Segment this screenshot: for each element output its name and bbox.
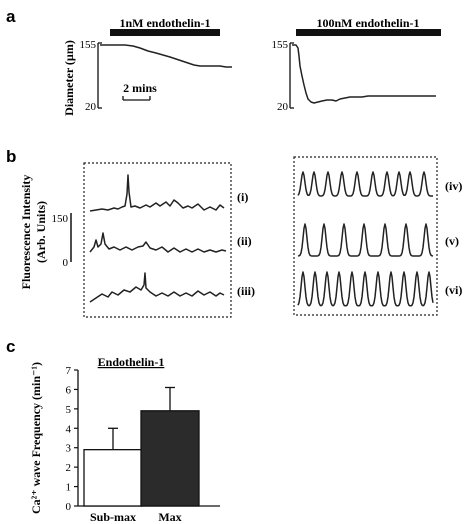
bar-sub-max [83, 449, 143, 507]
trace-label-iv: (iv) [445, 179, 462, 193]
y-tick-label: 6 [66, 384, 72, 396]
drug-bar-1nm [110, 29, 220, 36]
fluorescence-trace-ii [89, 232, 227, 253]
panel-c-label: c [6, 337, 15, 356]
y-tick-label: 7 [66, 365, 72, 377]
panel-b-ylabel-line2: (Arb. Units) [34, 201, 48, 263]
fluorescence-trace-v [297, 223, 434, 257]
x-tick-label: Max [158, 510, 181, 524]
panel-a-ylabel: Diameter (µm) [62, 40, 76, 116]
trace-label-iii: (iii) [237, 284, 255, 298]
trace-box-submax [83, 162, 232, 318]
trace-box-max [293, 156, 438, 316]
panel-b-ylabel-line1: Fluorescence Intensity [19, 175, 33, 290]
fluorescence-trace-i [89, 174, 225, 212]
diameter-tick-155-right: 155 [272, 39, 289, 51]
diameter-tick-20-left: 20 [85, 101, 97, 113]
y-tick-label: 1 [66, 482, 72, 494]
bar-max [140, 410, 200, 507]
fluorescence-scale-top: 150 [52, 213, 69, 225]
chart-ylabel: Ca²⁺ wave Frequency (min⁻¹) [29, 362, 43, 514]
trace-label-vi: (vi) [445, 283, 462, 297]
y-tick-label: 2 [66, 462, 72, 474]
fluorescence-trace-iv [297, 171, 433, 197]
fluorescence-scale-bottom: 0 [63, 257, 69, 269]
drug-bar-100nm-label: 100nM endothelin-1 [316, 16, 419, 30]
diameter-tick-20-right: 20 [277, 101, 289, 113]
diameter-tick-155-left: 155 [80, 39, 97, 51]
chart-title: Endothelin-1 [98, 355, 165, 369]
panel-b-label: b [6, 147, 16, 166]
trace-label-v: (v) [445, 234, 459, 248]
time-scale-label: 2 mins [123, 81, 157, 95]
trace-label-i: (i) [237, 190, 248, 204]
fluorescence-trace-iii [89, 272, 225, 303]
y-tick-label: 5 [66, 404, 72, 416]
drug-bar-100nm [296, 29, 441, 36]
x-tick-label: Sub-max [90, 510, 136, 524]
drug-bar-1nm-label: 1nM endothelin-1 [119, 16, 210, 30]
trace-label-ii: (ii) [237, 234, 252, 248]
diameter-trace-100nm [292, 44, 436, 104]
bar-chart: 0 1 2 3 4 5 6 7 Sub-max Max [66, 365, 220, 524]
y-tick-label: 0 [66, 501, 72, 513]
panel-a-label: a [6, 7, 16, 26]
y-tick-label: 4 [66, 423, 72, 435]
fluorescence-trace-vi [297, 271, 434, 307]
diameter-trace-1nm [100, 44, 232, 68]
y-tick-label: 3 [66, 443, 72, 455]
